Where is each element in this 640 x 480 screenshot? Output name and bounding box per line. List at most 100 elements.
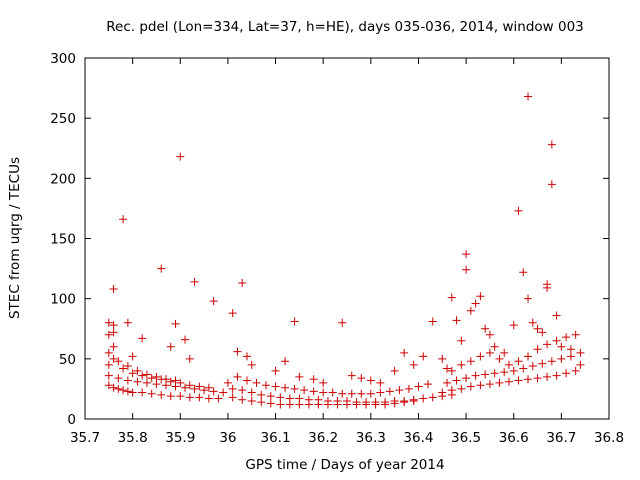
x-axis-label: GPS time / Days of year 2014 (245, 457, 444, 473)
data-point (252, 378, 261, 387)
data-point (481, 370, 490, 379)
data-point (228, 384, 237, 393)
data-point (104, 348, 113, 357)
data-point (352, 400, 361, 409)
data-point (562, 369, 571, 378)
y-tick-label: 150 (50, 232, 76, 248)
data-point (128, 369, 137, 378)
data-point (476, 352, 485, 361)
data-point (147, 374, 156, 383)
data-point (362, 400, 371, 409)
data-point (242, 376, 251, 385)
data-point (552, 371, 561, 380)
data-point (533, 374, 542, 383)
data-point (152, 380, 161, 389)
data-point (123, 318, 132, 327)
data-point (543, 340, 552, 349)
data-point (109, 342, 118, 351)
data-point (119, 215, 128, 224)
data-point (338, 318, 347, 327)
data-point (452, 316, 461, 325)
data-point (381, 400, 390, 409)
data-point (419, 394, 428, 403)
data-point (466, 357, 475, 366)
data-point (295, 400, 304, 409)
y-tick-label: 100 (50, 292, 76, 308)
data-point (242, 352, 251, 361)
data-point (109, 321, 118, 330)
data-point (114, 357, 123, 366)
data-point (533, 324, 542, 333)
data-point (485, 380, 494, 389)
data-point (323, 400, 332, 409)
data-point (104, 371, 113, 380)
data-point (171, 376, 180, 385)
data-point (457, 360, 466, 369)
data-point (123, 362, 132, 371)
data-point (238, 386, 247, 395)
data-point (223, 378, 232, 387)
data-point (319, 388, 328, 397)
x-tick-label: 35.8 (118, 430, 148, 446)
data-point (524, 375, 533, 384)
data-point (438, 388, 447, 397)
data-point (304, 400, 313, 409)
data-point (395, 386, 404, 395)
x-tick-label: 35.7 (70, 430, 100, 446)
data-point (209, 387, 218, 396)
data-point (328, 388, 337, 397)
data-point (366, 376, 375, 385)
data-point (285, 400, 294, 409)
data-point (266, 399, 275, 408)
data-point (200, 386, 209, 395)
data-point (476, 381, 485, 390)
data-point (238, 395, 247, 404)
x-tick-label: 36.8 (594, 430, 624, 446)
data-point (547, 180, 556, 189)
y-tick-label: 300 (50, 51, 76, 67)
x-tick-label: 36.7 (546, 430, 576, 446)
data-point (319, 378, 328, 387)
data-point (495, 354, 504, 363)
data-point (133, 366, 142, 375)
x-tick-label: 35.9 (165, 430, 195, 446)
data-point (176, 378, 185, 387)
data-point (557, 342, 566, 351)
data-point (309, 375, 318, 384)
x-tick-label: 36.6 (499, 430, 529, 446)
data-point (524, 92, 533, 101)
data-point (500, 348, 509, 357)
data-point (238, 279, 247, 288)
data-point (562, 333, 571, 342)
data-point (423, 380, 432, 389)
data-point (500, 368, 509, 377)
data-point (357, 389, 366, 398)
data-point (490, 342, 499, 351)
data-point (371, 400, 380, 409)
data-point (409, 396, 418, 405)
data-point (409, 360, 418, 369)
data-point (376, 378, 385, 387)
data-point (190, 384, 199, 393)
data-point (166, 392, 175, 401)
data-point (571, 330, 580, 339)
data-point (438, 354, 447, 363)
data-point (538, 359, 547, 368)
data-point (123, 376, 132, 385)
data-point (557, 354, 566, 363)
data-point (138, 371, 147, 380)
data-point (457, 384, 466, 393)
data-point (104, 330, 113, 339)
data-point (314, 400, 323, 409)
data-point (400, 348, 409, 357)
data-point (157, 264, 166, 273)
chart-title: Rec. pdel (Lon=334, Lat=37, h=HE), days … (106, 19, 584, 35)
data-point (181, 383, 190, 392)
data-point (414, 382, 423, 391)
data-point (543, 372, 552, 381)
data-point (262, 381, 271, 390)
data-point (185, 393, 194, 402)
data-point (347, 389, 356, 398)
data-point (571, 366, 580, 375)
data-point (128, 352, 137, 361)
